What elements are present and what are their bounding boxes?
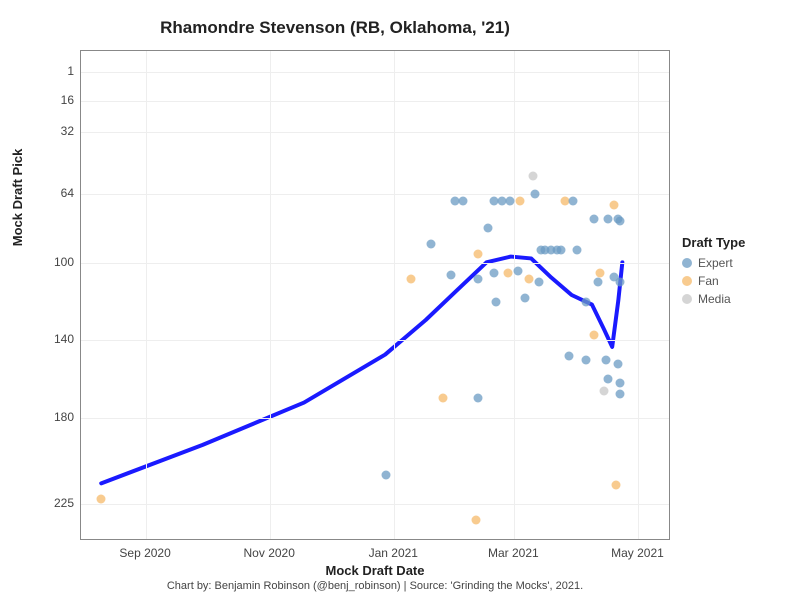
data-point [573,245,582,254]
data-point [97,494,106,503]
legend-title: Draft Type [682,235,745,250]
data-point [614,359,623,368]
y-tick-label: 140 [14,332,74,346]
data-point [382,471,391,480]
data-point [506,197,515,206]
data-point [459,197,468,206]
data-point [473,394,482,403]
data-point [406,274,415,283]
data-point [589,330,598,339]
data-point [524,274,533,283]
x-tick-label: Sep 2020 [119,546,170,560]
data-point [439,394,448,403]
x-tick-label: Mar 2021 [488,546,539,560]
y-tick-label: 1 [14,64,74,78]
y-tick-label: 180 [14,410,74,424]
data-point [589,214,598,223]
x-tick-label: Nov 2020 [244,546,295,560]
legend-label: Expert [698,256,733,270]
data-point [504,268,513,277]
data-point [520,293,529,302]
gridline-v [638,51,639,539]
data-point [471,515,480,524]
legend-item: Media [682,292,745,306]
gridline-v [394,51,395,539]
data-point [516,197,525,206]
data-point [616,216,625,225]
chart-title: Rhamondre Stevenson (RB, Oklahoma, '21) [0,18,670,38]
gridline-h [81,263,669,264]
data-point [616,390,625,399]
legend: Draft Type Expert Fan Media [682,235,745,310]
data-point [616,378,625,387]
mock-draft-chart: Rhamondre Stevenson (RB, Oklahoma, '21) … [0,0,800,600]
y-tick-label: 64 [14,186,74,200]
data-point [565,351,574,360]
gridline-v [514,51,515,539]
gridline-h [81,418,669,419]
y-tick-label: 16 [14,93,74,107]
data-point [581,355,590,364]
gridline-h [81,504,669,505]
legend-swatch [682,294,692,304]
gridline-v [270,51,271,539]
gridline-v [146,51,147,539]
data-point [492,297,501,306]
y-tick-label: 32 [14,124,74,138]
data-point [581,297,590,306]
data-point [616,278,625,287]
y-axis-ticks: 1 16 32 64 100 140 180 225 [0,50,80,540]
data-point [612,481,621,490]
legend-label: Media [698,292,731,306]
y-tick-label: 225 [14,496,74,510]
data-point [530,189,539,198]
legend-swatch [682,258,692,268]
data-point [593,278,602,287]
data-point [557,245,566,254]
trend-line [81,51,669,539]
x-tick-label: May 2021 [611,546,664,560]
data-point [603,374,612,383]
y-tick-label: 100 [14,255,74,269]
data-point [473,249,482,258]
data-point [599,386,608,395]
data-point [603,214,612,223]
gridline-h [81,340,669,341]
legend-item: Expert [682,256,745,270]
data-point [528,172,537,181]
data-point [483,224,492,233]
gridline-h [81,132,669,133]
data-point [447,270,456,279]
gridline-h [81,101,669,102]
legend-item: Fan [682,274,745,288]
gridline-h [81,194,669,195]
data-point [601,355,610,364]
data-point [595,268,604,277]
chart-caption: Chart by: Benjamin Robinson (@benj_robin… [80,580,670,592]
data-point [514,266,523,275]
x-tick-label: Jan 2021 [369,546,418,560]
x-axis-label: Mock Draft Date [80,563,670,578]
legend-swatch [682,276,692,286]
plot-area [80,50,670,540]
data-point [569,197,578,206]
gridline-h [81,72,669,73]
data-point [473,274,482,283]
data-point [534,278,543,287]
data-point [426,239,435,248]
data-point [610,201,619,210]
legend-label: Fan [698,274,719,288]
data-point [490,268,499,277]
